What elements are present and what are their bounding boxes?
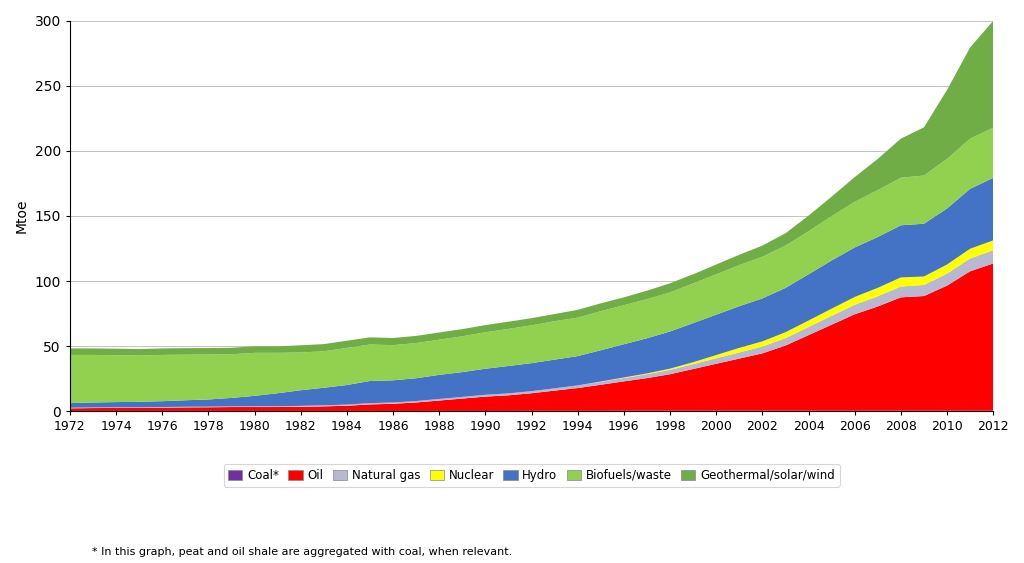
Y-axis label: Mtoe: Mtoe — [15, 199, 29, 233]
Text: * In this graph, peat and oil shale are aggregated with coal, when relevant.: * In this graph, peat and oil shale are … — [92, 547, 512, 557]
Legend: Coal*, Oil, Natural gas, Nuclear, Hydro, Biofuels/waste, Geothermal/solar/wind: Coal*, Oil, Natural gas, Nuclear, Hydro,… — [223, 464, 840, 486]
